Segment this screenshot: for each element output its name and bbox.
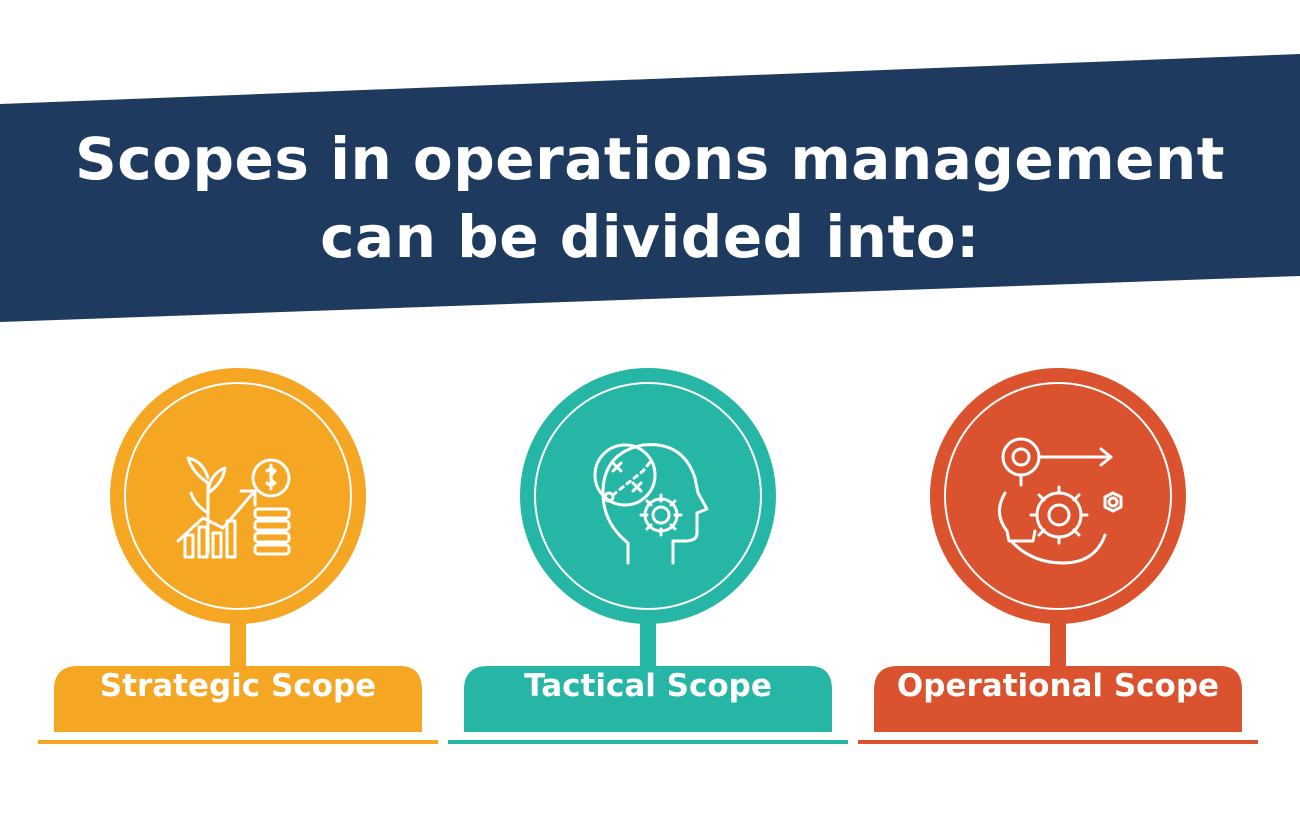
heading-line-1: Scopes in operations management: [75, 125, 1225, 193]
title-banner: [0, 54, 1300, 322]
scope-card-operational: Operational Scope: [858, 368, 1258, 748]
scope-label-strategic: Strategic Scope: [99, 668, 377, 704]
scope-card-strategic: Strategic Scope: [38, 368, 438, 748]
bulb-gear-target-icon: [998, 437, 1123, 565]
scope-label-operational: Operational Scope: [896, 668, 1220, 704]
scope-card-tactical: Tactical Scope: [448, 368, 848, 748]
scope-marker-operational: [858, 368, 1258, 744]
scope-marker-strategic: [38, 368, 438, 744]
scope-label-tactical: Tactical Scope: [524, 668, 772, 704]
head-strategy-gear-icon: [593, 443, 709, 565]
growth-plant-coins-icon: [176, 456, 291, 559]
heading-line-2: can be divided into:: [320, 203, 980, 271]
